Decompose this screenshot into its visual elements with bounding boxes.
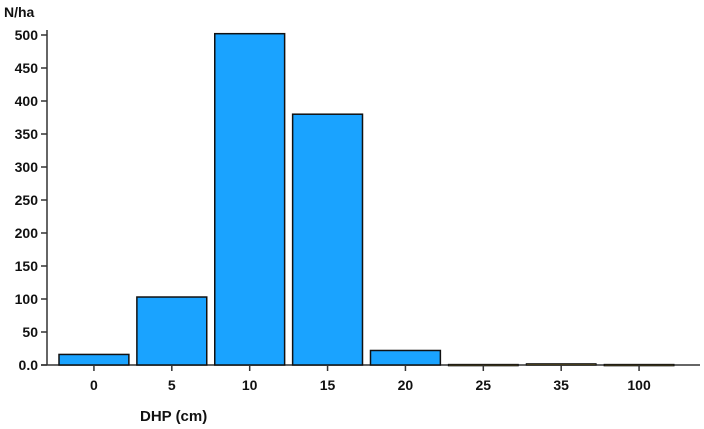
y-tick-label: 350: [15, 126, 39, 142]
x-tick-label: 10: [242, 377, 258, 393]
x-tick-label: 5: [168, 377, 176, 393]
y-tick-label: 200: [15, 225, 39, 241]
bar-35: [525, 363, 597, 366]
bar-10: [214, 32, 286, 366]
x-tick-label: 15: [320, 377, 336, 393]
x-axis-label: DHP (cm): [140, 408, 208, 425]
x-tick-label: 35: [553, 377, 569, 393]
y-tick-label: 300: [15, 159, 39, 175]
y-tick-label: 450: [15, 60, 39, 76]
bar-0: [58, 353, 130, 366]
y-tick-label: 500: [15, 27, 39, 43]
y-tick-label: 400: [15, 93, 39, 109]
x-tick-label: 0: [90, 377, 98, 393]
y-tick-label: 250: [15, 192, 39, 208]
bar-15: [291, 113, 364, 366]
y-tick-label: 50: [22, 324, 38, 340]
bar-5: [136, 296, 208, 366]
bar-20: [369, 349, 442, 366]
y-tick-label: 0.0: [19, 357, 39, 373]
x-tick-label: 25: [476, 377, 492, 393]
x-tick-label: 20: [398, 377, 414, 393]
x-tick-label: 100: [627, 377, 651, 393]
y-axis-label: N/ha: [4, 4, 35, 20]
y-tick-label: 100: [15, 291, 39, 307]
y-tick-label: 150: [15, 258, 39, 274]
